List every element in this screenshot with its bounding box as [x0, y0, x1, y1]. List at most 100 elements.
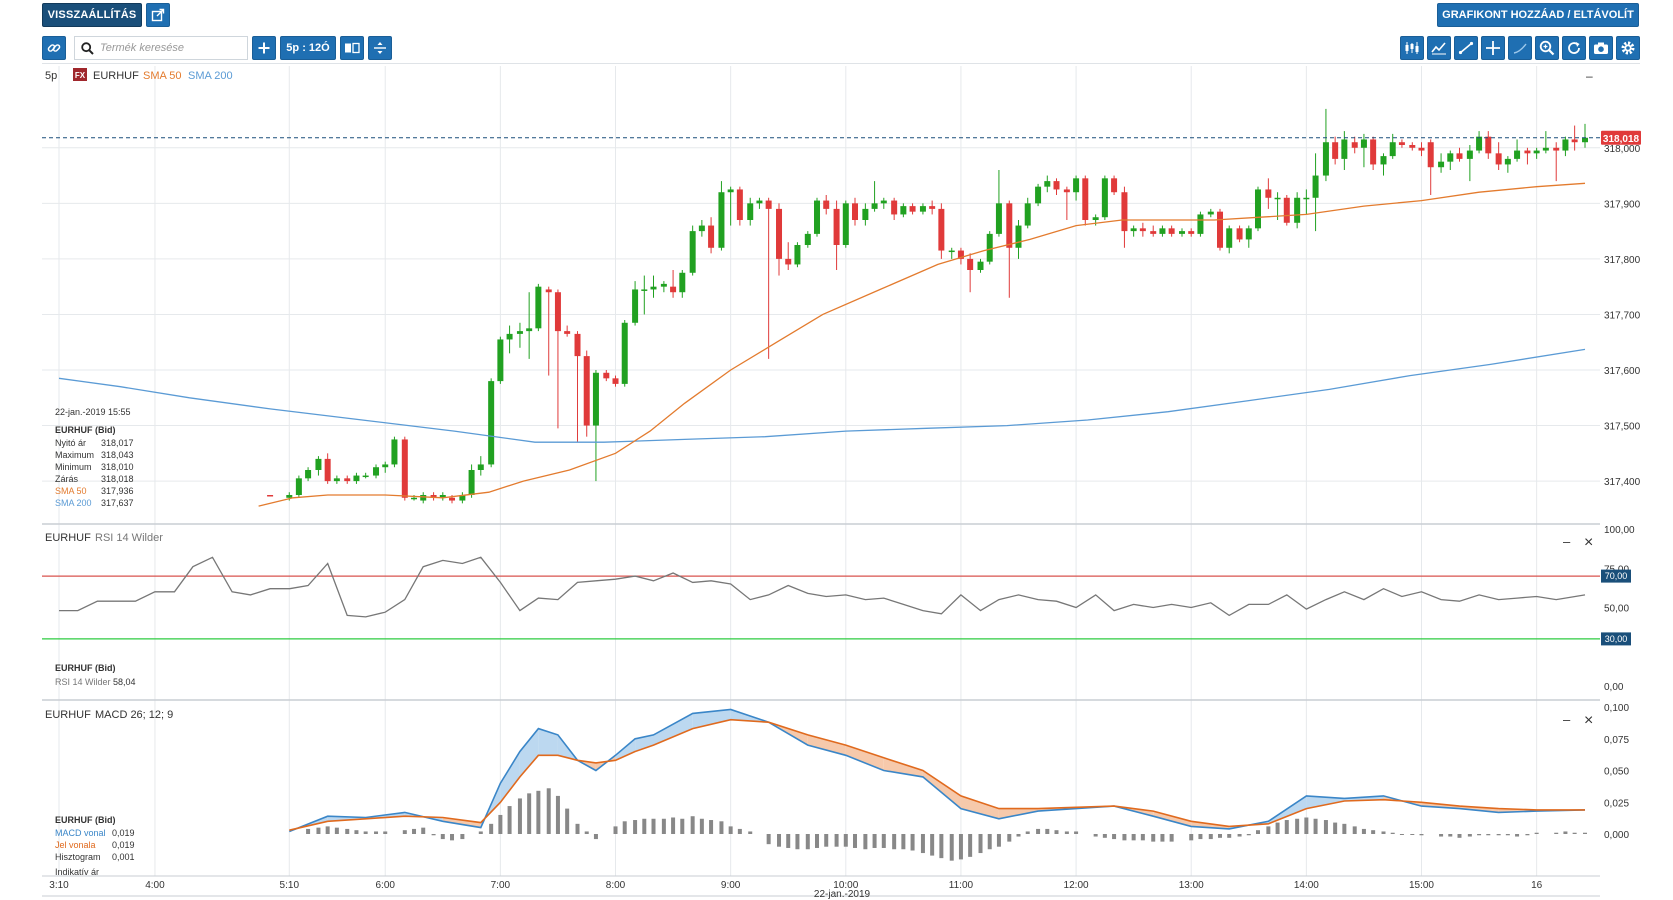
settings-button[interactable]: [1616, 36, 1640, 60]
histogram-bar: [412, 828, 417, 834]
histogram-bar: [1275, 822, 1280, 834]
candle-body: [698, 225, 705, 232]
refresh-button[interactable]: [1562, 36, 1586, 60]
histogram-bar: [345, 828, 350, 834]
histogram-bar: [1554, 832, 1559, 834]
trend-button[interactable]: [1508, 36, 1532, 60]
candle: [708, 217, 715, 254]
screenshot-button[interactable]: [1589, 36, 1613, 60]
macd-info-macd-value: 0,019: [112, 828, 135, 838]
candle: [430, 492, 437, 501]
histogram-bar: [1237, 834, 1242, 837]
histogram-bar: [1439, 834, 1444, 837]
histogram-bar: [334, 827, 339, 834]
macd-title-indicator: MACD 26; 12; 9: [95, 709, 173, 721]
candle-body: [1274, 197, 1281, 200]
rsi-y-tick: 100,00: [1604, 525, 1635, 536]
x-tick-label: 14:00: [1294, 880, 1319, 891]
reset-button[interactable]: VISSZAÁLLÍTÁS: [42, 3, 142, 27]
histogram-bar: [671, 817, 676, 834]
candle-body: [967, 258, 974, 270]
candle: [1485, 131, 1492, 159]
add-button[interactable]: [252, 36, 276, 60]
histogram-bar: [1169, 834, 1174, 842]
product-search[interactable]: [74, 36, 248, 60]
macd-title-symbol: EURHUF: [45, 709, 91, 721]
candle-body: [948, 250, 955, 253]
candle: [1063, 186, 1070, 220]
macd-fill-segment: [1153, 811, 1192, 827]
candle-body: [477, 464, 484, 470]
candle: [862, 203, 869, 226]
split-vertical-icon: [374, 42, 386, 54]
search-input[interactable]: [100, 42, 240, 54]
candle-body: [1380, 156, 1387, 165]
candle-body: [1265, 189, 1272, 198]
candle-body: [650, 286, 657, 290]
histogram-bar: [815, 834, 820, 848]
histogram-bar: [402, 830, 407, 834]
candle: [554, 289, 561, 429]
crosshair-button[interactable]: [1481, 36, 1505, 60]
histogram-bar: [1333, 822, 1338, 834]
candle: [823, 195, 830, 215]
candle-body: [1533, 150, 1540, 154]
histogram-bar: [1583, 832, 1587, 834]
info-title: EURHUF (Bid): [55, 425, 116, 435]
candle: [1006, 200, 1013, 298]
candle-body: [747, 203, 754, 220]
link-button[interactable]: [42, 36, 66, 60]
candle-body: [689, 231, 696, 273]
histogram-bar: [1342, 823, 1347, 834]
candle-body: [1466, 150, 1473, 159]
legend-sma200: SMA 200: [188, 70, 233, 82]
candle: [1476, 131, 1483, 154]
x-tick-label: 10:00: [833, 880, 858, 891]
rsi-minimize-button[interactable]: –: [1563, 534, 1571, 549]
histogram-bar: [824, 834, 829, 847]
histogram-bar: [565, 808, 570, 834]
candle-body: [295, 478, 302, 495]
histogram-bar: [680, 818, 685, 834]
histogram-bar: [1227, 834, 1232, 838]
macd-minimize-button[interactable]: –: [1563, 712, 1571, 727]
layout-button[interactable]: [340, 36, 364, 60]
candle: [852, 197, 859, 226]
candle-body: [718, 192, 725, 248]
histogram-bar: [1016, 834, 1021, 837]
macd-close-button[interactable]: ×: [1584, 712, 1593, 729]
line-chart-button[interactable]: [1427, 36, 1451, 60]
open-external-button[interactable]: [146, 3, 170, 27]
histogram-bar: [1505, 834, 1510, 836]
candle-body: [660, 283, 667, 287]
macd-info-indicative-label: Indikatív ár: [55, 867, 99, 877]
candle: [621, 320, 628, 387]
histogram-bar: [777, 834, 782, 847]
draw-line-button[interactable]: [1454, 36, 1478, 60]
timeframe-selector[interactable]: 5p : 12Ó: [280, 36, 336, 60]
rsi-close-button[interactable]: ×: [1584, 534, 1593, 551]
histogram-bar: [1255, 830, 1260, 834]
histogram-bar: [892, 834, 897, 850]
split-button[interactable]: [368, 36, 392, 60]
info-min-label: Minimum: [55, 462, 92, 472]
candle: [526, 292, 533, 359]
candle: [756, 197, 763, 209]
candlestick-button[interactable]: [1400, 36, 1424, 60]
zoom-button[interactable]: [1535, 36, 1559, 60]
crosshair-icon: [1486, 41, 1500, 55]
histogram-bar: [1371, 830, 1376, 834]
histogram-bar: [1534, 832, 1539, 834]
candle: [1533, 147, 1540, 159]
price-panel-minimize[interactable]: –: [1586, 69, 1593, 83]
candle-body: [1476, 136, 1483, 151]
price-y-tick: 317,600: [1604, 366, 1641, 377]
candle: [919, 203, 926, 215]
x-tick-label: 16: [1531, 880, 1543, 891]
histogram-bar: [748, 831, 753, 834]
histogram-bar: [613, 826, 618, 834]
candle-body: [1073, 178, 1080, 193]
add-remove-chart-button[interactable]: GRAFIKONT HOZZÁAD / ELTÁVOLÍT: [1437, 3, 1639, 27]
